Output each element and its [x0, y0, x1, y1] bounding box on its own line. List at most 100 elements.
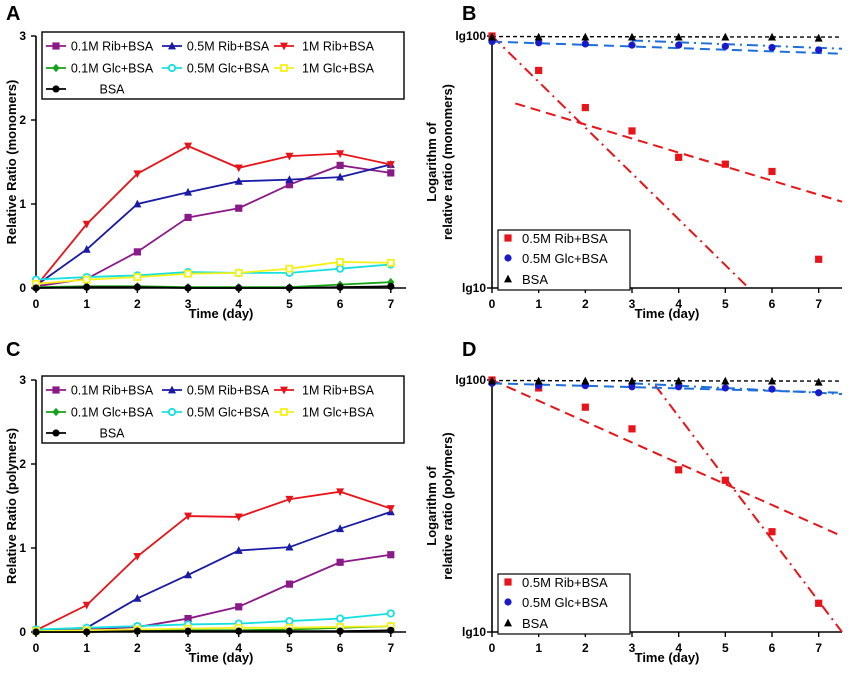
fit-line [515, 102, 843, 203]
y-tick-label: 2 [19, 457, 26, 471]
legend-marker [167, 63, 177, 73]
data-point [581, 403, 589, 411]
x-tick-label: 4 [235, 641, 242, 655]
legend: 0.1M Rib+BSA 0.5M Rib+BSA 1M Rib+BSA 0.1M G… [41, 31, 405, 100]
x-tick-label: 6 [769, 641, 776, 655]
data-point [285, 152, 294, 161]
data-point [815, 46, 823, 54]
x-tick-label: 0 [489, 297, 496, 311]
y-axis-label-line: Logarithm of [424, 466, 439, 546]
data-point [628, 32, 636, 41]
data-point [285, 616, 294, 626]
series-line [35, 261, 391, 285]
series-bsa [488, 376, 823, 386]
data-point [336, 172, 345, 181]
data-point [133, 248, 141, 256]
x-tick-label: 7 [815, 297, 822, 311]
data-point [133, 170, 142, 179]
data-point [234, 268, 243, 277]
data-point [336, 283, 344, 291]
legend-label: 0.1M Glc+BSA [71, 406, 154, 420]
y-tick-label: lg10 [462, 281, 486, 295]
data-point [534, 376, 543, 385]
data-point [386, 609, 395, 618]
data-point [235, 284, 243, 292]
data-point [628, 383, 636, 391]
data-point [814, 33, 823, 42]
data-point [721, 160, 729, 168]
data-point [386, 505, 395, 513]
x-axis-label: Time (day) [635, 650, 700, 665]
legend-label: 0.5M Rib+BSA [522, 575, 608, 590]
data-point [184, 269, 192, 278]
legend-label: BSA [522, 272, 548, 287]
x-tick-label: 2 [134, 641, 141, 655]
data-point [534, 32, 543, 41]
data-point [675, 41, 683, 49]
fit-line [492, 382, 843, 394]
data-point [184, 627, 192, 635]
data-point [82, 275, 91, 284]
data-point [133, 273, 142, 281]
y-axis-label: Relative Ratio (polymers) [4, 428, 19, 584]
legend-marker [167, 407, 177, 417]
data-point [235, 603, 243, 611]
y-tick-label: 3 [19, 373, 26, 387]
data-point [768, 43, 776, 52]
data-point [133, 627, 141, 635]
fit-line [492, 379, 843, 382]
legend: 0.1M Rib+BSA 0.5M Rib+BSA 1M Rib+BSA 0.1M G… [41, 375, 405, 444]
x-tick-label: 1 [83, 641, 90, 655]
data-point [285, 284, 294, 292]
data-point [768, 167, 776, 176]
legend-label: 0.5M Glc+BSA [187, 62, 270, 76]
series-line [36, 629, 391, 633]
x-tick-label: 2 [134, 297, 141, 311]
data-point [815, 255, 823, 263]
data-point [184, 512, 193, 521]
data-point [675, 383, 683, 391]
legend-label: BSA [99, 427, 125, 441]
series-line [35, 145, 391, 287]
y-axis-label: Relative Ratio (monomers) [4, 80, 19, 245]
legend-label: 0.5M Glc+BSA [522, 251, 608, 266]
x-tick-label: 5 [722, 297, 729, 311]
data-point [336, 161, 344, 169]
x-tick-label: 2 [582, 297, 589, 311]
data-point [721, 476, 729, 484]
data-point [815, 599, 823, 607]
legend-label: 0.5M Rib+BSA [187, 384, 270, 398]
legend-label: 0.1M Rib+BSA [71, 384, 154, 398]
data-point [336, 558, 344, 566]
fit-line [492, 35, 843, 38]
data-point [336, 614, 345, 623]
data-point [133, 283, 141, 291]
data-point [133, 553, 142, 561]
series-line [35, 511, 392, 632]
data-point [285, 181, 294, 189]
x-tick-label: 6 [337, 641, 344, 655]
legend-label: 0.5M Rib+BSA [187, 40, 270, 54]
legend: 0.5M Rib+BSA 0.5M Glc+BSA BSA [497, 573, 631, 635]
data-point [234, 164, 243, 173]
data-point [535, 66, 543, 75]
data-point [581, 376, 590, 385]
fit-line [654, 385, 843, 632]
data-point [815, 389, 823, 397]
legend-label: 0.5M Glc+BSA [522, 595, 608, 610]
data-point [82, 601, 91, 610]
data-point [285, 175, 294, 184]
series-1m-rib-bsa [32, 488, 395, 635]
x-tick-label: 4 [235, 297, 242, 311]
data-point [336, 524, 345, 533]
data-point [386, 161, 395, 169]
legend-marker [52, 63, 60, 73]
data-point [386, 258, 395, 267]
data-point [814, 377, 823, 386]
data-point [336, 627, 344, 635]
x-tick-label: 0 [33, 641, 40, 655]
data-point [336, 150, 345, 158]
data-point [82, 220, 91, 229]
legend-marker [168, 41, 176, 50]
